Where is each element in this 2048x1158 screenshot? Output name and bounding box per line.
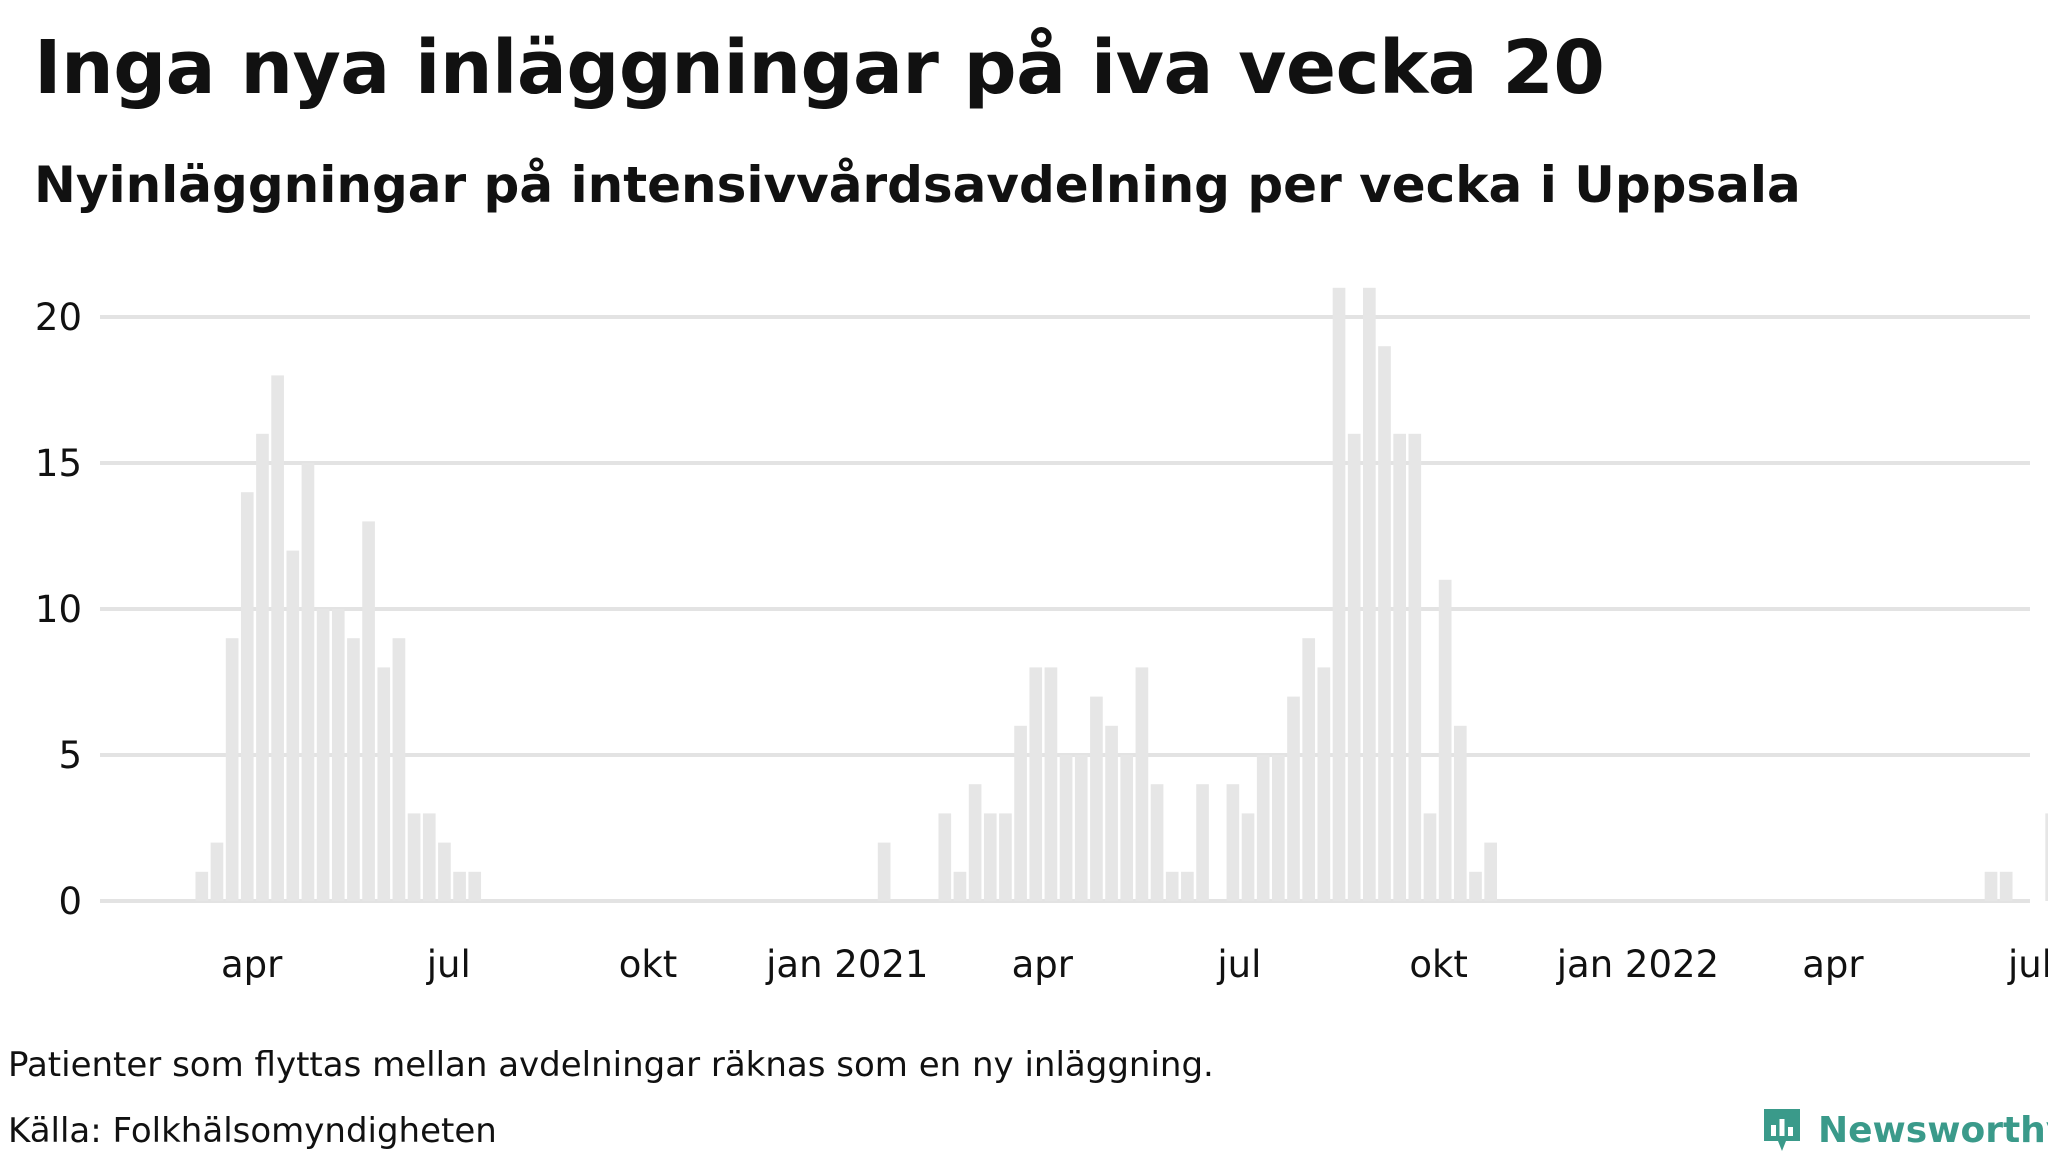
bar — [1999, 871, 2013, 901]
bar — [1378, 346, 1391, 901]
bar — [240, 492, 254, 901]
bar — [1317, 667, 1331, 901]
x-axis-labels: apr jul okt jan 2021 apr jul okt jan 2022 apr jul — [221, 943, 2048, 986]
bars — [195, 287, 2048, 901]
bar — [1347, 433, 1361, 901]
bar — [1256, 755, 1270, 901]
bar — [1453, 725, 1467, 901]
y-tick-label: 5 — [58, 734, 82, 777]
y-tick-label: 20 — [35, 296, 82, 339]
bar — [1423, 813, 1437, 901]
bar — [271, 375, 284, 901]
footnote: Patienter som flyttas mellan avdelningar… — [8, 1045, 1214, 1085]
bar — [1469, 871, 1482, 901]
bar — [377, 667, 391, 901]
newsworthy-logo-icon — [1764, 1109, 1800, 1151]
gridlines — [100, 315, 2030, 903]
bar — [286, 550, 300, 901]
bar — [1484, 842, 1497, 901]
bar — [1059, 755, 1073, 901]
x-tick-label: apr — [1802, 943, 1864, 986]
bar — [392, 638, 406, 901]
bar — [1090, 696, 1103, 901]
bar — [1393, 433, 1406, 901]
bar — [953, 871, 967, 901]
bar — [195, 871, 209, 901]
bar — [1984, 871, 1998, 901]
bar — [453, 871, 466, 901]
bar — [1196, 784, 1209, 901]
chart-title: Inga nya inläggningar på iva vecka 20 — [34, 25, 1605, 111]
bar — [1120, 755, 1134, 901]
x-tick-label: apr — [221, 943, 283, 986]
bar-chart: 0 5 10 15 20 apr jul okt jan 2021 apr jul okt jan 2… — [35, 287, 2048, 986]
bar — [1014, 725, 1027, 901]
bar — [301, 463, 315, 901]
x-tick-label: apr — [1012, 943, 1074, 986]
bar — [347, 638, 360, 901]
x-tick-label: jul — [2007, 943, 2048, 986]
bar — [468, 871, 482, 901]
chart-subtitle: Nyinläggningar på intensivvårdsavdelning… — [34, 156, 1801, 214]
bar — [362, 521, 375, 901]
bar — [331, 609, 345, 901]
x-tick-label: jul — [1216, 943, 1261, 986]
bar — [1181, 871, 1194, 901]
bar — [225, 638, 239, 901]
bar — [1226, 784, 1240, 901]
bar — [210, 842, 224, 901]
bar — [983, 813, 997, 901]
bar — [968, 784, 982, 901]
y-tick-label: 10 — [35, 588, 82, 631]
bar — [999, 813, 1012, 901]
x-tick-label: jan 2021 — [765, 943, 928, 986]
y-tick-label: 0 — [58, 880, 82, 923]
bar — [1105, 725, 1118, 901]
bar — [1302, 638, 1316, 901]
bar — [877, 842, 891, 901]
bar — [1150, 784, 1164, 901]
bar — [422, 813, 436, 901]
bar — [1272, 755, 1285, 901]
brand-name: Newsworthy — [1818, 1109, 2048, 1151]
y-tick-label: 15 — [35, 442, 82, 485]
bar — [938, 813, 952, 901]
bar — [1332, 287, 1346, 901]
brand-logo: Newsworthy — [1760, 1102, 2048, 1158]
bar — [1165, 871, 1179, 901]
x-tick-label: jul — [426, 943, 471, 986]
x-tick-label: jan 2022 — [1556, 943, 1719, 986]
bar — [1408, 433, 1422, 901]
bar — [1074, 755, 1088, 901]
bar — [1287, 696, 1300, 901]
bar — [1363, 287, 1376, 901]
bar — [1044, 667, 1058, 901]
source-credit: Källa: Folkhälsomyndigheten — [8, 1111, 497, 1151]
y-axis-labels: 0 5 10 15 20 — [35, 296, 82, 923]
bar — [316, 609, 330, 901]
bar — [256, 433, 269, 901]
bar — [1438, 579, 1452, 901]
x-tick-label: okt — [619, 943, 678, 986]
x-tick-label: okt — [1409, 943, 1468, 986]
bar — [438, 842, 451, 901]
bar — [407, 813, 421, 901]
bar — [1241, 813, 1255, 901]
bar — [1029, 667, 1043, 901]
bar — [1135, 667, 1149, 901]
bar — [2045, 813, 2048, 901]
